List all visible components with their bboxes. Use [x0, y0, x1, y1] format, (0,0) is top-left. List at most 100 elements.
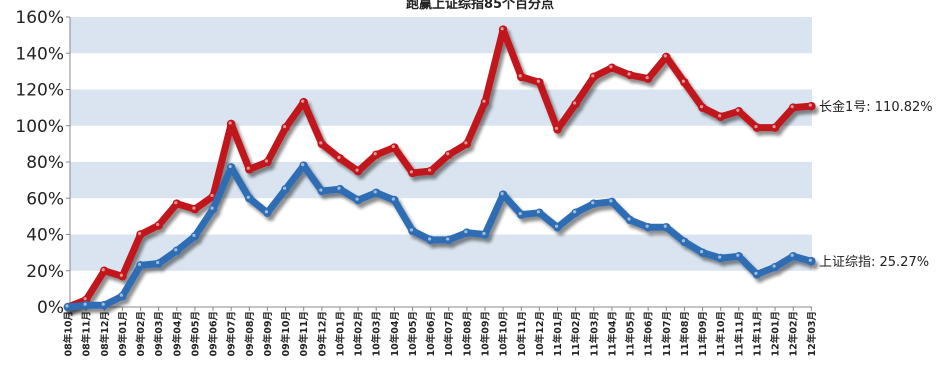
x-tick-label: 09年06月 — [208, 311, 220, 356]
x-tick-label: 11年03月 — [588, 311, 600, 356]
data-point-highlight — [355, 197, 359, 201]
x-tick-label: 10年07月 — [443, 311, 455, 356]
data-point-highlight — [681, 239, 686, 243]
data-point-highlight — [246, 195, 250, 199]
data-point-highlight — [282, 124, 287, 129]
x-tick-label: 09年05月 — [189, 311, 201, 356]
data-point-highlight — [428, 237, 432, 241]
data-point-highlight — [409, 170, 414, 174]
x-tick-label: 10年01月 — [334, 311, 346, 356]
x-tick-label: 11年10月 — [715, 311, 727, 356]
data-point-highlight — [754, 124, 758, 129]
data-point-highlight — [373, 190, 377, 194]
y-tick-label: 140% — [15, 44, 64, 64]
y-tick-label: 100% — [15, 117, 64, 137]
x-tick-label: 09年10月 — [280, 311, 292, 356]
data-point-highlight — [210, 206, 214, 210]
data-point-highlight — [663, 54, 667, 58]
x-tick-label: 11年01月 — [552, 311, 564, 356]
grid-bands — [70, 17, 812, 271]
data-point-highlight — [573, 101, 577, 105]
data-point-highlight — [119, 293, 123, 297]
x-tick-label: 11年05月 — [625, 311, 637, 356]
data-point-highlight — [482, 231, 486, 236]
series-end-label: 长金1号: 110.82% — [819, 99, 933, 115]
x-tick-label: 12年03月 — [806, 311, 818, 356]
x-tick-label: 09年04月 — [171, 311, 183, 356]
data-point-highlight — [609, 199, 613, 203]
data-point-highlight — [65, 304, 69, 308]
x-tick-label: 12年01月 — [770, 311, 782, 356]
data-point-highlight — [373, 152, 377, 156]
data-point-highlight — [446, 152, 450, 156]
x-tick-label: 11年11月 — [733, 311, 745, 356]
data-point-highlight — [645, 76, 649, 80]
y-tick-label: 60% — [26, 189, 64, 209]
x-tick-label: 10年08月 — [461, 311, 473, 356]
data-point-highlight — [699, 250, 704, 254]
data-point-highlight — [156, 260, 160, 265]
x-tick-label: 10年06月 — [425, 311, 437, 356]
data-point-highlight — [174, 201, 178, 205]
series-end-label: 上证综指: 25.27% — [819, 255, 929, 270]
data-point-highlight — [83, 302, 87, 306]
data-point-highlight — [681, 79, 686, 83]
data-point-highlight — [772, 264, 776, 268]
data-point-highlight — [264, 210, 269, 214]
data-point-highlight — [119, 273, 123, 277]
series-layer — [63, 25, 816, 312]
data-point-highlight — [210, 193, 214, 198]
x-tick-label: 11年02月 — [570, 311, 582, 356]
data-point-highlight — [391, 197, 395, 201]
data-point-highlight — [536, 79, 540, 83]
data-point-highlight — [319, 188, 323, 192]
data-point-highlight — [137, 231, 142, 236]
y-axis-ticks: 0% 20% 40% 60% 80% 100% 120% 140% 160% — [15, 8, 70, 318]
data-point-highlight — [428, 168, 432, 172]
data-point-highlight — [518, 211, 522, 216]
y-tick-label: 120% — [15, 81, 64, 101]
data-point-highlight — [337, 155, 341, 159]
x-tick-label: 11年04月 — [606, 311, 618, 356]
series-group — [63, 161, 816, 312]
data-point-highlight — [500, 192, 504, 196]
y-tick-label: 160% — [15, 8, 64, 28]
x-tick-label: 10年02月 — [353, 311, 365, 356]
data-point-highlight — [156, 222, 160, 227]
data-point-highlight — [554, 126, 559, 130]
x-tick-label: 08年12月 — [99, 311, 111, 356]
data-point-highlight — [482, 99, 486, 103]
data-point-highlight — [228, 164, 232, 169]
data-point-highlight — [337, 186, 341, 190]
data-point-highlight — [137, 262, 142, 266]
data-point-highlight — [301, 99, 305, 103]
data-point-highlight — [772, 124, 776, 129]
data-point-highlight — [663, 224, 667, 228]
x-tick-label: 09年11月 — [298, 311, 310, 356]
data-point-highlight — [192, 233, 196, 237]
x-tick-label: 10年03月 — [371, 311, 383, 356]
data-point-highlight — [573, 210, 577, 214]
data-point-highlight — [736, 253, 740, 257]
grid-band — [70, 89, 812, 126]
grid-band — [70, 17, 812, 54]
data-point-highlight — [301, 163, 305, 167]
series-group — [63, 25, 816, 312]
y-tick-label: 40% — [26, 226, 64, 246]
x-tick-label: 10年09月 — [479, 311, 491, 356]
x-tick-label: 11年09月 — [697, 311, 709, 356]
data-point-highlight — [591, 201, 595, 205]
x-tick-label: 12年02月 — [788, 311, 800, 356]
end-labels: 长金1号: 110.82% 上证综指: 25.27% — [819, 99, 933, 270]
x-tick-label: 09年09月 — [262, 311, 274, 356]
data-point-highlight — [808, 103, 812, 107]
x-tick-label: 08年10月 — [63, 311, 75, 356]
data-point-highlight — [174, 248, 178, 252]
chart-title: 跑赢上证综指85个百分点 — [406, 0, 554, 12]
x-tick-label: 11年11月 — [751, 311, 763, 356]
data-point-highlight — [101, 268, 105, 272]
x-tick-label: 10年11月 — [516, 311, 528, 356]
data-point-highlight — [282, 186, 287, 190]
